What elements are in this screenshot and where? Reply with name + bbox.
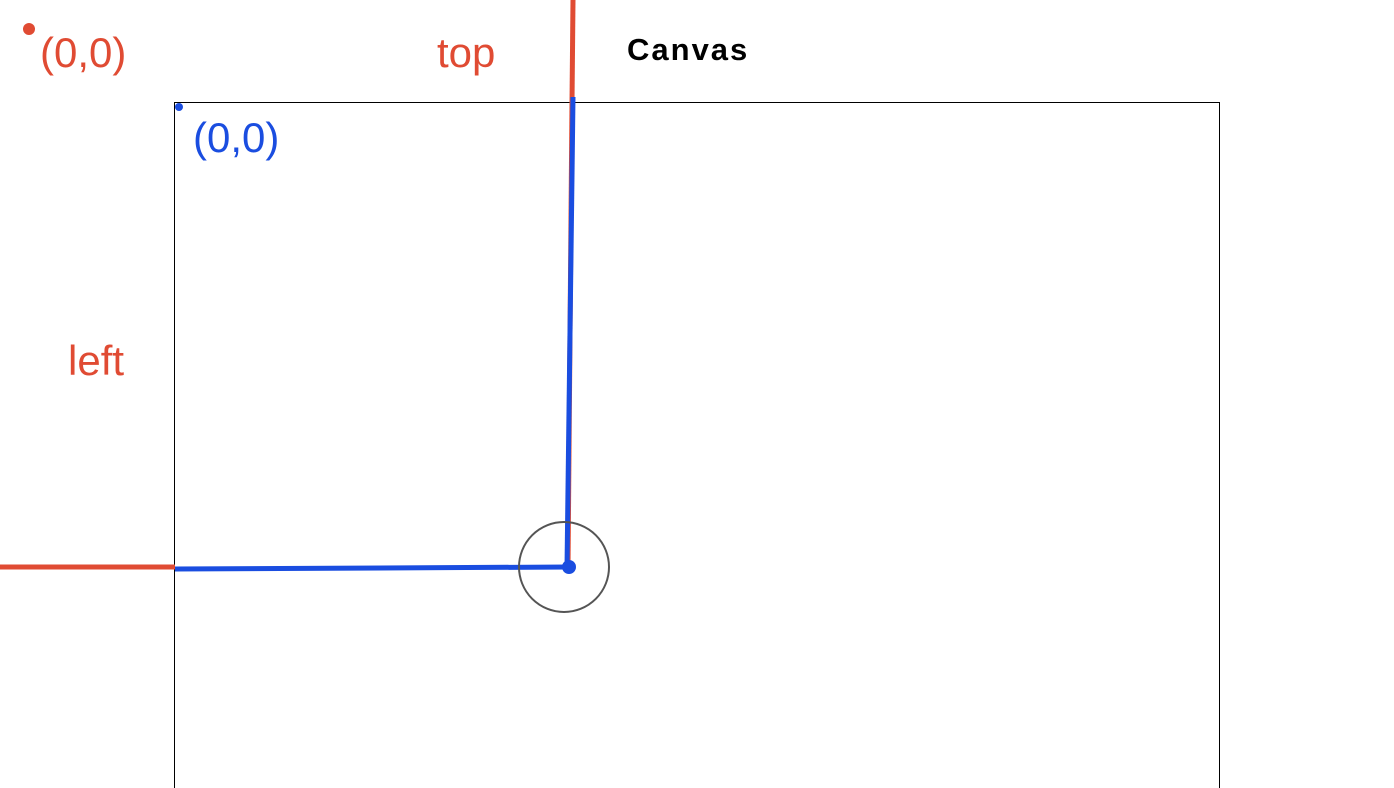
top-label: top [437,29,496,76]
page-origin-label: (0,0) [40,29,127,76]
target-center-dot [562,560,576,574]
canvas-title: Canvas [627,32,750,67]
canvas-border [174,102,1220,788]
target-circle-icon [518,521,610,613]
canvas-left-line [174,564,571,572]
page-origin-dot [23,23,35,35]
page-top-line [569,0,576,103]
canvas-origin-dot [175,103,183,111]
canvas-origin-label: (0,0) [193,114,280,161]
canvas-top-line [564,96,576,569]
left-label: left [68,337,125,384]
